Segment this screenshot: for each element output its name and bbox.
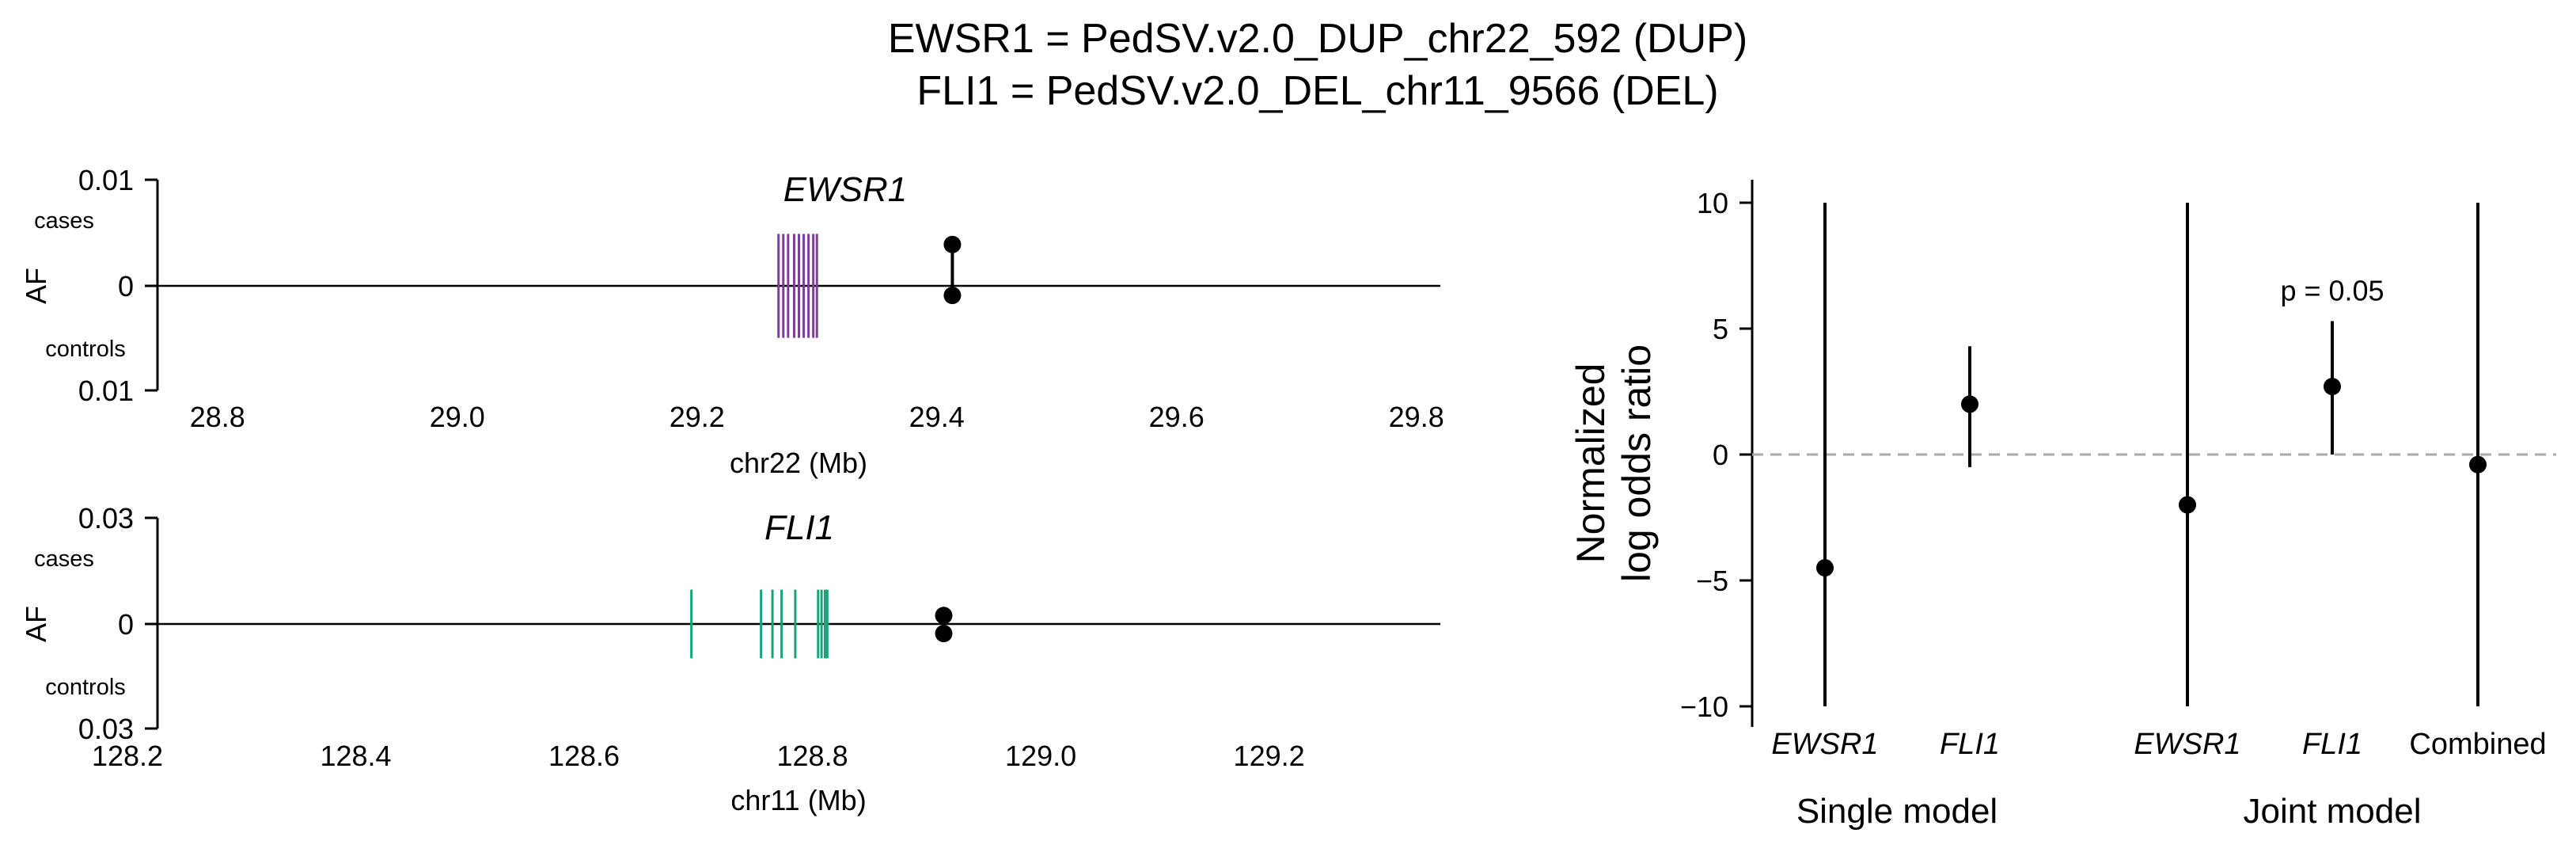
y-tick-label: 10 <box>1697 187 1728 219</box>
y-lower-label: controls <box>45 675 126 700</box>
figure-title-line-1: EWSR1 = PedSV.v2.0_DUP_chr22_592 (DUP) <box>888 16 1747 62</box>
category-label: EWSR1 <box>2134 728 2240 761</box>
y-upper-label: cases <box>34 208 94 234</box>
category-label: FLI1 <box>2302 728 2362 761</box>
x-tick-label: 128.8 <box>777 740 848 772</box>
y-tick-label: −10 <box>1680 691 1728 723</box>
category-label: EWSR1 <box>1771 728 1878 761</box>
group-label: Joint model <box>2243 792 2421 831</box>
y-upper-label: cases <box>34 546 94 572</box>
estimate-point <box>2324 378 2341 396</box>
category-label: Combined <box>2409 728 2546 761</box>
x-tick-label: 129.0 <box>1005 740 1076 772</box>
x-axis-label: chr22 (Mb) <box>730 447 867 479</box>
figure-title-line-2: FLI1 = PedSV.v2.0_DEL_chr11_9566 (DEL) <box>916 68 1718 114</box>
log-odds-ratio-panel: 10 5 0 −5 −10 Normalizedlog odds ratio EWSR1 FL… <box>1569 180 2556 831</box>
fli1-locus-panel: 0.03 0 0.03 cases controls AF 128.2 128.4 128.6 1… <box>20 502 1440 816</box>
x-tick-label: 128.6 <box>548 740 620 772</box>
x-tick-label: 128.2 <box>92 740 163 772</box>
x-tick-label: 29.6 <box>1149 401 1205 433</box>
variant-case-point <box>935 607 953 625</box>
gene-name: FLI1 <box>764 508 834 547</box>
x-tick-label: 29.0 <box>430 401 485 433</box>
y-tick-label: 5 <box>1713 313 1728 345</box>
y-axis-label-line: Normalized <box>1569 363 1613 564</box>
y-tick-label: −5 <box>1696 565 1728 597</box>
y-axis-label: Normalizedlog odds ratio <box>1569 344 1659 582</box>
y-tick-label: 0.03 <box>78 502 134 535</box>
x-tick-label: 129.2 <box>1234 740 1305 772</box>
x-tick-label: 128.4 <box>320 740 391 772</box>
variant-case-point <box>943 235 962 253</box>
estimate-point <box>2469 455 2487 474</box>
x-tick-label: 29.8 <box>1389 401 1444 433</box>
estimate-point <box>1961 395 1978 413</box>
variant-control-point <box>943 287 962 305</box>
y-axis-label: AF <box>20 268 52 304</box>
category-label: FLI1 <box>1940 728 2000 761</box>
y-tick-label: 0.01 <box>78 164 134 196</box>
estimate-point <box>1816 559 1834 577</box>
x-axis-label: chr11 (Mb) <box>730 784 866 816</box>
y-tick-label: 0 <box>118 608 134 641</box>
p-value-annotation: p = 0.05 <box>2280 274 2384 306</box>
y-tick-label: 0 <box>118 270 134 302</box>
variant-control-point <box>935 625 953 643</box>
x-tick-label: 29.4 <box>909 401 965 433</box>
estimate-point <box>2179 496 2196 514</box>
y-tick-label: 0.01 <box>78 375 134 407</box>
gene-name: EWSR1 <box>783 170 907 209</box>
ewsr1-locus-panel: 0.01 0 0.01 cases controls AF 28.8 29.0 29.2 29.4… <box>20 164 1444 479</box>
x-tick-label: 29.2 <box>670 401 725 433</box>
group-label: Single model <box>1796 792 1997 831</box>
y-tick-label: 0.03 <box>78 713 134 745</box>
y-axis-label: AF <box>20 606 52 642</box>
y-tick-label: 0 <box>1713 439 1728 471</box>
y-lower-label: controls <box>45 337 126 362</box>
y-axis-label-line: log odds ratio <box>1614 344 1659 582</box>
x-tick-label: 28.8 <box>190 401 245 433</box>
